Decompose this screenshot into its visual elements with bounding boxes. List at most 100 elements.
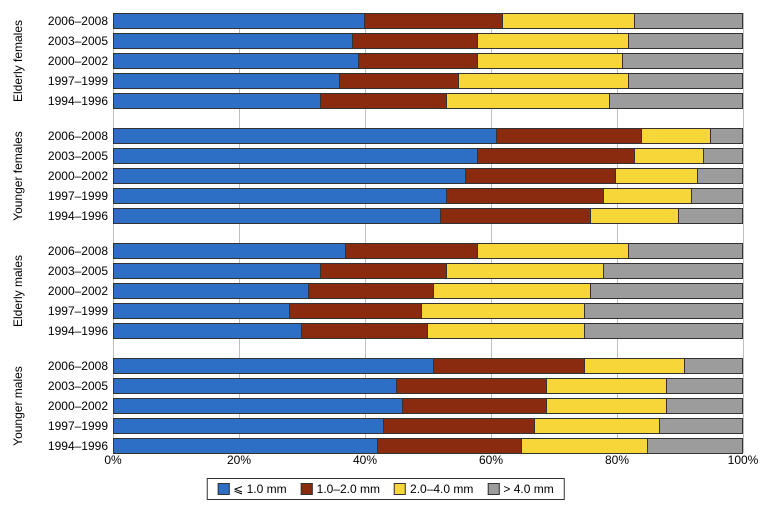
bar-segment: [660, 419, 742, 433]
bar-segment: [346, 244, 478, 258]
legend-label: 1.0–2.0 mm: [317, 482, 380, 496]
row-label: 2000–2002: [33, 283, 108, 299]
bar-segment: [610, 94, 742, 108]
bar-segment: [340, 74, 459, 88]
row-label: 1994–1996: [33, 323, 108, 339]
bar-segment: [114, 54, 359, 68]
bar-row: 2003–2005: [113, 378, 743, 394]
bar-segment: [478, 244, 629, 258]
bar-segment: [114, 359, 434, 373]
stacked-bar: [113, 303, 743, 319]
group: Younger females2006–20082003–20052000–20…: [113, 128, 743, 224]
bar-row: 2000–2002: [113, 53, 743, 69]
row-label: 1994–1996: [33, 93, 108, 109]
bar-row: 2006–2008: [113, 13, 743, 29]
stacked-bar: [113, 208, 743, 224]
legend-swatch: [394, 483, 406, 495]
row-label: 2006–2008: [33, 358, 108, 374]
group-label: Younger males: [8, 358, 28, 454]
bar-segment: [321, 94, 447, 108]
row-label: 2006–2008: [33, 13, 108, 29]
bar-segment: [321, 264, 447, 278]
row-label: 2003–2005: [33, 378, 108, 394]
bar-segment: [585, 304, 742, 318]
bar-segment: [114, 74, 340, 88]
legend-swatch: [301, 483, 313, 495]
bar-segment: [359, 54, 478, 68]
group-label: Younger females: [8, 128, 28, 224]
x-tick-label: 0%: [104, 453, 121, 467]
bar-row: 1994–1996: [113, 438, 743, 454]
bar-segment: [629, 34, 742, 48]
bar-segment: [114, 34, 353, 48]
bar-segment: [667, 399, 742, 413]
bar-row: 2006–2008: [113, 358, 743, 374]
row-label: 1997–1999: [33, 188, 108, 204]
bar-row: 2006–2008: [113, 243, 743, 259]
bar-segment: [309, 284, 435, 298]
bar-row: 1994–1996: [113, 93, 743, 109]
bar-segment: [290, 304, 422, 318]
bar-segment: [384, 419, 535, 433]
bar-segment: [114, 149, 478, 163]
row-label: 2003–2005: [33, 263, 108, 279]
bar-segment: [447, 189, 604, 203]
stacked-bar: [113, 53, 743, 69]
x-tick-label: 100%: [728, 453, 759, 467]
stacked-bar: [113, 283, 743, 299]
legend-label: > 4.0 mm: [503, 482, 553, 496]
bar-segment: [547, 379, 666, 393]
group: Elderly females2006–20082003–20052000–20…: [113, 13, 743, 109]
plot-area: Elderly females2006–20082003–20052000–20…: [113, 13, 743, 453]
x-tick-label: 60%: [479, 453, 503, 467]
row-label: 1994–1996: [33, 438, 108, 454]
legend-item: > 4.0 mm: [487, 482, 553, 496]
row-label: 2003–2005: [33, 33, 108, 49]
bar-segment: [585, 359, 685, 373]
stacked-bar: [113, 243, 743, 259]
stacked-bar: [113, 13, 743, 29]
stacked-bar: [113, 398, 743, 414]
bar-segment: [635, 149, 704, 163]
row-label: 1997–1999: [33, 418, 108, 434]
bar-segment: [114, 129, 497, 143]
bar-segment: [114, 189, 447, 203]
bar-segment: [623, 54, 742, 68]
bar-segment: [466, 169, 617, 183]
stacked-bar: [113, 93, 743, 109]
bar-row: 2000–2002: [113, 398, 743, 414]
bar-segment: [447, 264, 604, 278]
bar-segment: [447, 94, 610, 108]
group: Elderly males2006–20082003–20052000–2002…: [113, 243, 743, 339]
x-tick-label: 20%: [227, 453, 251, 467]
bar-segment: [114, 244, 346, 258]
bar-row: 1997–1999: [113, 188, 743, 204]
legend-label: ⩽ 1.0 mm: [233, 482, 286, 496]
legend-swatch: [217, 483, 229, 495]
row-label: 2000–2002: [33, 53, 108, 69]
bar-segment: [114, 439, 378, 453]
stacked-bar: [113, 323, 743, 339]
legend-item: 2.0–4.0 mm: [394, 482, 473, 496]
bar-segment: [711, 129, 742, 143]
bar-row: 2006–2008: [113, 128, 743, 144]
row-label: 2003–2005: [33, 148, 108, 164]
bar-segment: [302, 324, 428, 338]
bar-segment: [522, 439, 648, 453]
bar-segment: [422, 304, 585, 318]
stacked-bar: [113, 438, 743, 454]
stacked-bar: [113, 168, 743, 184]
bar-segment: [648, 439, 742, 453]
row-label: 1997–1999: [33, 303, 108, 319]
bar-segment: [114, 169, 466, 183]
bar-segment: [679, 209, 742, 223]
bar-segment: [692, 189, 742, 203]
bar-segment: [667, 379, 742, 393]
legend-label: 2.0–4.0 mm: [410, 482, 473, 496]
bar-segment: [353, 34, 479, 48]
bar-segment: [642, 129, 711, 143]
bar-segment: [629, 74, 742, 88]
bar-segment: [704, 149, 742, 163]
group: Younger males2006–20082003–20052000–2002…: [113, 358, 743, 454]
group-label: Elderly males: [8, 243, 28, 339]
